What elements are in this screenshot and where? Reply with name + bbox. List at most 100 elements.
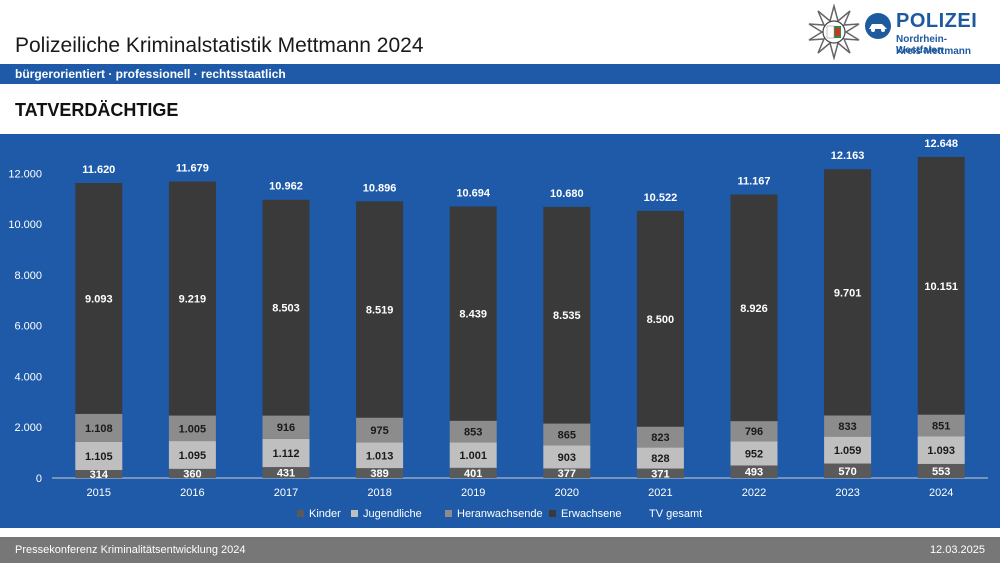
- footer-date: 12.03.2025: [929, 544, 985, 556]
- stacked-bar-chart: 0 2.000 4.000 6.000 8.000 10.000 12.000 314 1.10…: [8, 138, 988, 520]
- x-tick-label: 2022: [742, 487, 766, 499]
- x-tick-label: 2023: [835, 487, 859, 499]
- x-tick-label: 2015: [87, 487, 111, 499]
- x-tick-label: 2016: [180, 487, 204, 499]
- logo-state: Nordrhein-Westfalen: [896, 34, 948, 56]
- bar-segment-kinder: [75, 470, 123, 478]
- data-label-kinder: 360: [183, 468, 201, 480]
- x-tick-label: 2018: [367, 487, 391, 499]
- bar-segment-kinder: [543, 468, 591, 478]
- footer-event: Pressekonferenz Kriminalitätsentwicklung…: [15, 544, 246, 556]
- data-label-heranwachsende: 833: [838, 421, 856, 433]
- nrw-police-star-icon: [808, 4, 860, 60]
- bar-segment-erwachsene: [730, 194, 778, 422]
- bar-segment-heranwachsende: [449, 420, 497, 443]
- legend-label: Heranwachsende: [457, 508, 543, 520]
- data-label-jugendliche: 1.001: [459, 450, 487, 462]
- bar-segment-erwachsene: [543, 206, 591, 424]
- total-label: 10.694: [456, 188, 491, 200]
- bar-segment-jugendliche: [356, 442, 404, 469]
- bar-segment-kinder: [824, 463, 872, 478]
- bar-segment-kinder: [262, 467, 310, 478]
- data-label-jugendliche: 1.013: [366, 450, 394, 462]
- bar-segment-kinder: [449, 467, 497, 478]
- x-tick-label: 2024: [929, 487, 953, 499]
- data-label-kinder: 389: [370, 468, 388, 480]
- legend-label: TV gesamt: [649, 508, 702, 520]
- total-label: 11.620: [82, 164, 115, 176]
- data-label-heranwachsende: 851: [932, 420, 950, 432]
- data-label-jugendliche: 1.059: [834, 445, 862, 457]
- data-label-heranwachsende: 1.005: [179, 423, 207, 435]
- data-label-heranwachsende: 916: [277, 422, 295, 434]
- data-label-erwachsene: 8.519: [366, 305, 394, 317]
- data-label-kinder: 377: [558, 468, 576, 480]
- bar-segment-erwachsene: [636, 210, 684, 427]
- legend-label: Erwachsene: [561, 508, 622, 520]
- bar-segment-heranwachsende: [168, 415, 216, 442]
- bar-segment-heranwachsende: [75, 413, 123, 442]
- total-label: 12.648: [924, 138, 958, 150]
- data-label-jugendliche: 1.093: [927, 445, 955, 457]
- page-title: Polizeiliche Kriminalstatistik Mettmann …: [15, 34, 424, 57]
- data-label-erwachsene: 8.926: [740, 303, 768, 315]
- total-label: 11.167: [737, 176, 770, 188]
- data-label-heranwachsende: 1.108: [85, 423, 113, 435]
- y-tick-label: 2.000: [14, 422, 42, 434]
- x-tick-label: 2017: [274, 487, 298, 499]
- total-label: 10.522: [644, 192, 678, 204]
- bar-segment-jugendliche: [262, 438, 310, 468]
- bar-segment-jugendliche: [449, 442, 497, 468]
- logo-district: Kreis Mettmann: [896, 46, 972, 57]
- data-label-kinder: 401: [464, 468, 482, 480]
- data-label-kinder: 570: [838, 466, 856, 478]
- data-label-jugendliche: 1.105: [85, 451, 113, 463]
- bar-segment-kinder: [356, 468, 404, 478]
- data-label-heranwachsende: 865: [558, 430, 576, 442]
- data-label-kinder: 493: [745, 467, 763, 479]
- bar-segment-kinder: [730, 465, 778, 478]
- data-label-kinder: 371: [651, 468, 669, 480]
- data-label-jugendliche: 952: [745, 448, 763, 460]
- y-tick-label: 10.000: [8, 219, 42, 231]
- x-tick-label: 2020: [555, 487, 579, 499]
- data-label-jugendliche: 903: [558, 452, 576, 464]
- logo-brand: POLIZEI: [896, 10, 978, 32]
- police-car-icon: [865, 13, 891, 39]
- legend-label: Kinder: [309, 508, 341, 520]
- total-label: 12.163: [831, 150, 865, 162]
- bar-segment-jugendliche: [75, 441, 123, 471]
- bar-segment-erwachsene: [168, 181, 216, 416]
- total-label: 10.680: [550, 188, 584, 200]
- bar-segment-jugendliche: [824, 436, 872, 464]
- data-label-erwachsene: 8.439: [459, 309, 487, 321]
- data-label-erwachsene: 9.219: [179, 294, 207, 306]
- data-label-erwachsene: 8.535: [553, 310, 581, 322]
- total-label: 10.962: [269, 181, 303, 193]
- bar-segment-heranwachsende: [917, 414, 965, 437]
- legend-label: Jugendliche: [363, 508, 422, 520]
- data-label-heranwachsende: 975: [370, 425, 388, 437]
- bar-segment-kinder: [168, 468, 216, 478]
- bar-segment-kinder: [636, 468, 684, 478]
- slogan: bürgerorientiert · professionell · recht…: [15, 67, 286, 81]
- footer-bar: Pressekonferenz Kriminalitätsentwicklung…: [0, 537, 1000, 563]
- x-tick-label: 2021: [648, 487, 672, 499]
- y-tick-label: 12.000: [8, 168, 42, 180]
- data-label-erwachsene: 9.701: [834, 287, 862, 299]
- bar-segment-jugendliche: [636, 447, 684, 469]
- data-label-jugendliche: 1.095: [179, 450, 207, 462]
- bar-segment-erwachsene: [824, 169, 872, 416]
- data-label-jugendliche: 828: [651, 453, 669, 465]
- x-tick-label: 2019: [461, 487, 485, 499]
- data-label-erwachsene: 8.503: [272, 303, 300, 315]
- section-title: TATVERDÄCHTIGE: [15, 100, 179, 120]
- data-label-kinder: 314: [90, 469, 109, 481]
- bar-segment-heranwachsende: [730, 421, 778, 442]
- total-label: 11.679: [176, 163, 209, 175]
- y-tick-label: 6.000: [14, 321, 42, 333]
- data-label-erwachsene: 9.093: [85, 293, 113, 305]
- bar-segment-erwachsene: [356, 201, 404, 418]
- bar-segment-heranwachsende: [824, 415, 872, 437]
- bar-segment-jugendliche: [168, 441, 216, 469]
